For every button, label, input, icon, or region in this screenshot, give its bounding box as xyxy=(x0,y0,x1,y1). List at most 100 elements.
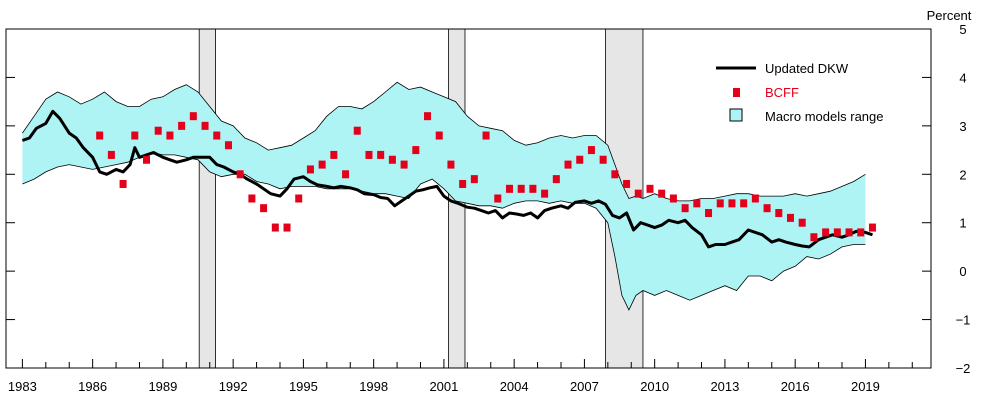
bcff-marker xyxy=(669,194,677,203)
bcff-marker xyxy=(775,209,783,218)
bcff-marker xyxy=(634,189,642,198)
bcff-marker xyxy=(260,204,268,213)
bcff-marker xyxy=(564,160,572,169)
y-tick-label: 0 xyxy=(959,264,966,279)
bcff-marker xyxy=(377,150,385,159)
y-tick-label: −1 xyxy=(956,313,971,328)
bcff-marker xyxy=(459,179,467,188)
bcff-marker xyxy=(178,121,186,130)
x-tick-label: 2004 xyxy=(500,379,529,394)
macro-range-lower-edge xyxy=(22,152,866,311)
bcff-marker xyxy=(517,184,525,193)
x-tick-label: 1995 xyxy=(289,379,318,394)
bcff-marker xyxy=(306,165,314,174)
bcff-marker xyxy=(611,170,619,179)
bcff-marker xyxy=(271,223,279,232)
bcff-marker xyxy=(388,155,396,164)
bcff-marker xyxy=(107,150,115,159)
x-tick-label: 1986 xyxy=(78,379,107,394)
bcff-marker xyxy=(470,175,478,184)
macro-models-range-band xyxy=(22,82,866,310)
bcff-marker xyxy=(681,204,689,213)
y-axis-unit-label: Percent xyxy=(927,8,972,23)
bcff-marker xyxy=(482,131,490,140)
legend-label-macro-range: Macro models range xyxy=(765,109,884,124)
bcff-marker xyxy=(330,150,338,159)
bcff-marker xyxy=(318,160,326,169)
bcff-marker xyxy=(716,199,724,208)
bcff-marker xyxy=(283,223,291,232)
bcff-marker xyxy=(587,146,595,155)
x-tick-label: 2016 xyxy=(781,379,810,394)
bcff-marker xyxy=(658,189,666,198)
recession-bar xyxy=(198,28,216,369)
x-tick-label: 2010 xyxy=(640,379,669,394)
bcff-marker xyxy=(96,131,104,140)
y-tick-label: 3 xyxy=(959,119,966,134)
macro-models-range-layer xyxy=(22,81,866,311)
bcff-marker xyxy=(728,199,736,208)
bcff-marker xyxy=(786,213,794,222)
bcff-marker xyxy=(833,228,841,237)
bcff-marker xyxy=(705,209,713,218)
y-tick-label: −2 xyxy=(956,361,971,376)
bcff-marker xyxy=(365,150,373,159)
bcff-marker xyxy=(798,218,806,227)
legend-label-bcff: BCFF xyxy=(765,85,799,100)
bcff-marker xyxy=(342,170,350,179)
bcff-marker xyxy=(646,184,654,193)
bcff-marker xyxy=(166,131,174,140)
bcff-marker xyxy=(201,121,209,130)
axes: −2 −1 0 1 2 3 4 5 1983 1986 1989 1992 1995 1998 2001 20… xyxy=(5,22,971,394)
updated-dkw-layer xyxy=(21,109,873,249)
bcff-marker xyxy=(541,189,549,198)
bcff-marker xyxy=(400,160,408,169)
bcff-marker xyxy=(693,199,701,208)
legend: Updated DKW BCFF Macro models range xyxy=(716,61,884,124)
x-tick-label: 1989 xyxy=(148,379,177,394)
updated-dkw-line xyxy=(21,109,873,249)
bcff-marker xyxy=(119,179,127,188)
bcff-marker xyxy=(189,112,197,121)
bcff-marker xyxy=(751,194,759,203)
bcff-marker xyxy=(623,179,631,188)
legend-swatch-band xyxy=(729,108,743,122)
bcff-marker xyxy=(154,126,162,135)
bcff-marker xyxy=(763,204,771,213)
bcff-marker xyxy=(857,228,865,237)
bcff-marker xyxy=(576,155,584,164)
bcff-marker xyxy=(424,112,432,121)
bcff-marker xyxy=(447,160,455,169)
plot-frame xyxy=(5,28,932,369)
y-tick-label: 2 xyxy=(959,167,966,182)
bcff-marker xyxy=(353,126,361,135)
x-tick-label: 2001 xyxy=(429,379,458,394)
bcff-marker xyxy=(236,170,244,179)
bcff-marker xyxy=(131,131,139,140)
bcff-marker xyxy=(810,233,818,242)
x-tick-label: 1983 xyxy=(8,379,37,394)
bcff-marker xyxy=(224,141,232,150)
legend-label-updated-dkw: Updated DKW xyxy=(765,61,849,76)
bcff-markers-layer xyxy=(96,112,876,242)
y-tick-label: 1 xyxy=(959,216,966,231)
bcff-marker xyxy=(143,155,151,164)
bcff-marker xyxy=(552,175,560,184)
x-tick-label: 2007 xyxy=(570,379,599,394)
bcff-marker xyxy=(295,194,303,203)
bcff-marker xyxy=(505,184,513,193)
bcff-marker xyxy=(529,184,537,193)
bcff-marker xyxy=(412,146,420,155)
bcff-marker xyxy=(845,228,853,237)
x-tick-label: 1992 xyxy=(219,379,248,394)
x-tick-label: 1998 xyxy=(359,379,388,394)
bcff-marker xyxy=(822,228,830,237)
bcff-marker xyxy=(213,131,221,140)
bcff-marker xyxy=(435,131,443,140)
legend-swatch-marker xyxy=(733,88,740,97)
y-tick-label: 5 xyxy=(959,22,966,37)
y-tick-label: 4 xyxy=(959,70,966,85)
x-tick-label: 2019 xyxy=(851,379,880,394)
bcff-marker xyxy=(494,194,502,203)
